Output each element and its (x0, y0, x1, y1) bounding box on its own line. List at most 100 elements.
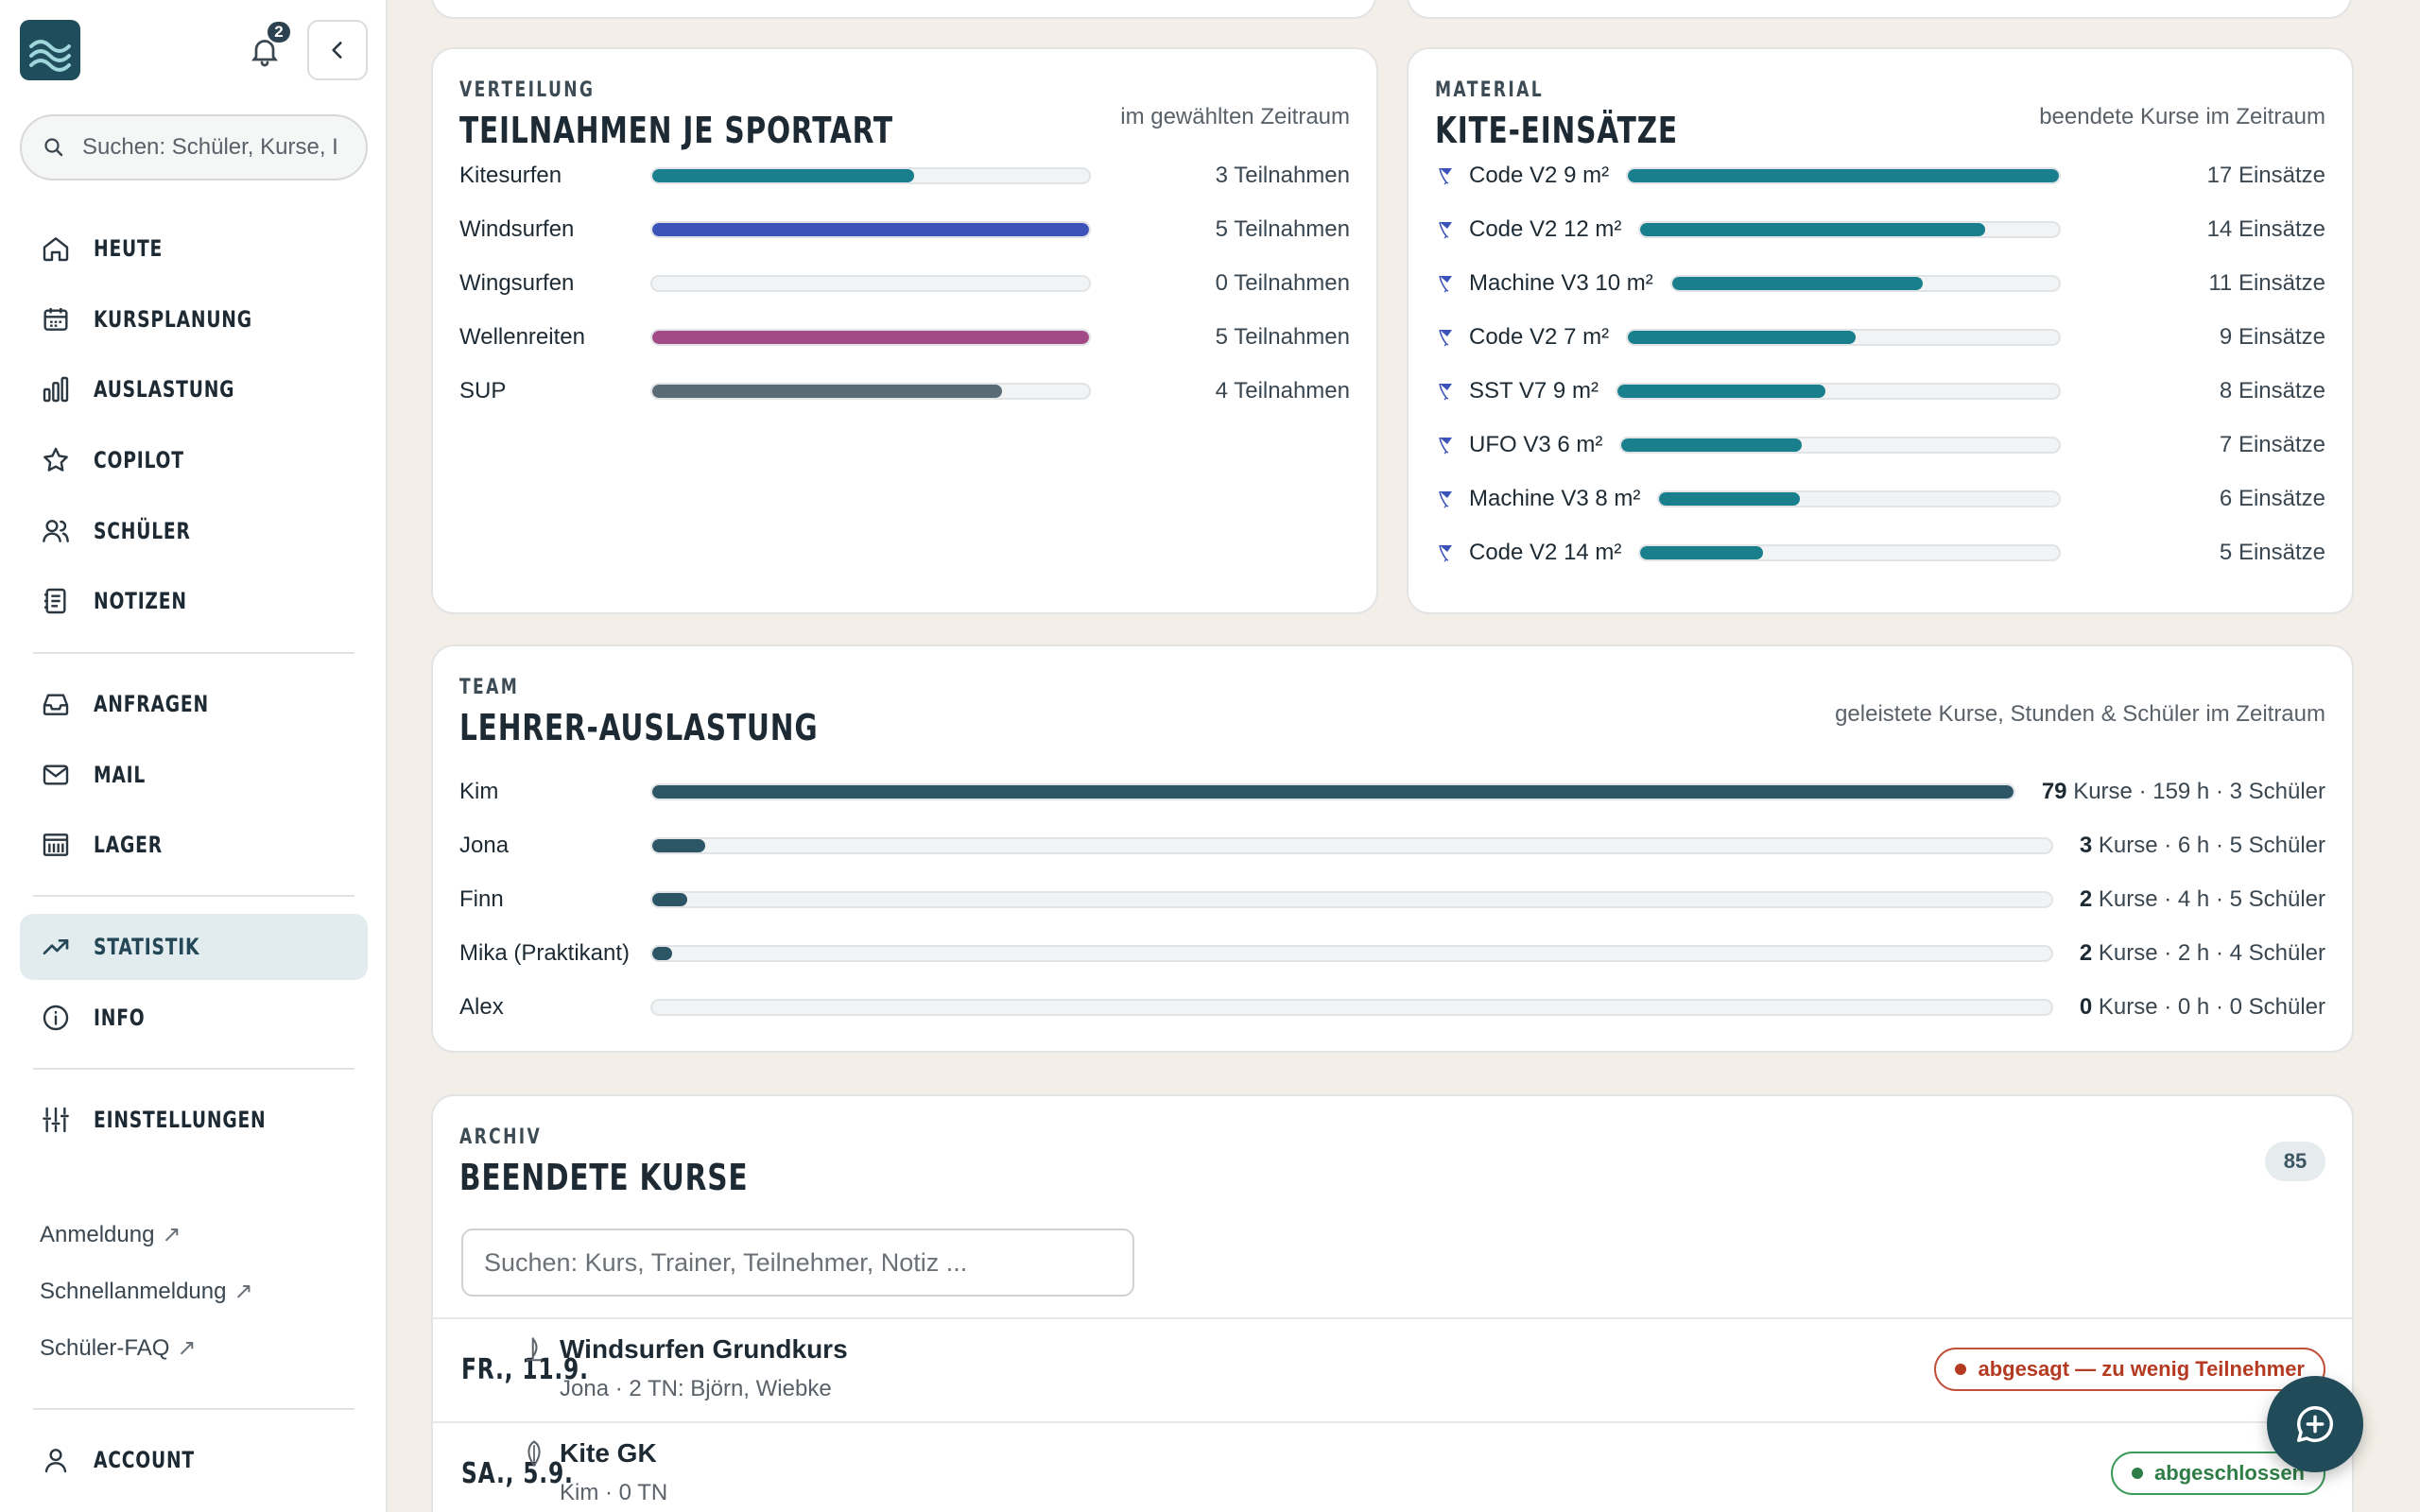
copilot-chat-button[interactable] (2267, 1376, 2363, 1472)
kite-bar (1659, 492, 1801, 506)
sport-value: 5 Teilnahmen (1215, 324, 1350, 350)
status-dot (1955, 1364, 1967, 1375)
nav-divider (33, 895, 354, 897)
link-schnellanmeldung[interactable]: Schnellanmeldung ↗ (40, 1278, 253, 1305)
card-subtitle: im gewählten Zeitraum (1120, 104, 1350, 129)
kite-bar-track (1670, 275, 2061, 292)
nav-item-einstellungen[interactable]: EINSTELLUNGEN (20, 1087, 368, 1153)
global-search-input[interactable] (82, 134, 356, 161)
course-title: Kite GK (560, 1438, 657, 1468)
nav-label: KURSPLANUNG (94, 305, 252, 333)
teacher-stats-detail: Kurse · 6 h · 5 Schüler (2092, 833, 2325, 858)
kite-bar (1621, 438, 1802, 452)
kite-bar-track (1619, 437, 2061, 454)
teacher-stats-detail: Kurse · 4 h · 5 Schüler (2092, 886, 2325, 912)
course-meta: Jona · 2 TN: Björn, Wiebke (560, 1376, 832, 1401)
sport-label: Wellenreiten (459, 324, 585, 350)
notes-icon (39, 584, 73, 618)
kite-icon (1435, 488, 1458, 510)
kite-label: Machine V3 8 m² (1435, 486, 1640, 512)
status-text: abgesagt — zu wenig Teilnehmer (1978, 1357, 2305, 1381)
nav-item-anfragen[interactable]: ANFRAGEN (20, 671, 368, 737)
link-label: Schüler-FAQ (40, 1334, 170, 1361)
card-subtitle: geleistete Kurse, Stunden & Schüler im Z… (1835, 701, 2325, 727)
kite-label: Code V2 14 m² (1435, 540, 1621, 566)
sport-bar (652, 385, 1002, 398)
link-schueler-faq[interactable]: Schüler-FAQ ↗ (40, 1334, 197, 1362)
card-title: LEHRER-AUSLASTUNG (459, 707, 819, 748)
sport-bar (652, 169, 915, 182)
nav-divider (33, 1408, 354, 1410)
kite-name: Machine V3 8 m² (1469, 486, 1641, 511)
nav-item-notizen[interactable]: NOTIZEN (20, 568, 368, 634)
kite-name: Code V2 14 m² (1469, 540, 1622, 565)
kite-name: UFO V3 6 m² (1469, 432, 1603, 457)
course-date: Sa., 5.9. (461, 1457, 574, 1490)
global-search[interactable] (20, 114, 368, 180)
user-icon (39, 1443, 73, 1477)
search-icon (44, 138, 63, 157)
sport-bar-track (650, 383, 1091, 400)
nav-label: COPILOT (94, 446, 184, 473)
kite-value: 5 Einsätze (2219, 540, 2325, 565)
kite-bar-track (1626, 329, 2061, 346)
nav-item-statistik[interactable]: STATISTIK (20, 914, 368, 980)
nav-item-kursplanung[interactable]: KURSPLANUNG (20, 286, 368, 352)
nav-label: ACCOUNT (94, 1446, 195, 1473)
kite-name: Code V2 7 m² (1469, 324, 1610, 350)
kite-icon (1435, 164, 1458, 187)
link-anmeldung[interactable]: Anmeldung ↗ (40, 1221, 182, 1248)
link-label: Anmeldung (40, 1221, 155, 1247)
external-link-icon: ↗ (162, 1222, 182, 1247)
kite-bar (1640, 546, 1764, 559)
nav-item-auslastung[interactable]: AUSLASTUNG (20, 356, 368, 422)
course-row[interactable]: Fr., 11.9. Windsurfen Grundkurs Jona · 2… (433, 1317, 2352, 1421)
teacher-stats-detail: Kurse · 2 h · 4 Schüler (2092, 940, 2325, 966)
sport-bar-track (650, 167, 1091, 184)
teacher-course-count: 2 (2079, 886, 2093, 912)
card-eyebrow: TEAM (459, 676, 520, 699)
teacher-stats-detail: Kurse · 0 h · 0 Schüler (2092, 994, 2325, 1020)
sport-label: Kitesurfen (459, 163, 562, 188)
sport-bar (652, 331, 1089, 344)
teacher-bar-track (650, 945, 2053, 962)
kite-icon (1435, 380, 1458, 403)
kite-label: Code V2 9 m² (1435, 163, 1609, 189)
main-content: VERTEILUNG TEILNAHMEN JE SPORTART im gew… (389, 0, 2420, 1512)
kite-name: Code V2 9 m² (1469, 163, 1610, 188)
star-icon (39, 443, 73, 477)
inbox-icon (39, 687, 73, 721)
kite-bar-track (1616, 383, 2061, 400)
nav-divider (33, 652, 354, 654)
nav-item-info[interactable]: INFO (20, 985, 368, 1051)
kite-icon (527, 1440, 541, 1468)
sport-value: 5 Teilnahmen (1215, 216, 1350, 242)
nav-item-schueler[interactable]: SCHÜLER (20, 498, 368, 564)
kite-icon (1435, 218, 1458, 241)
notifications-badge: 2 (266, 20, 292, 44)
collapse-sidebar-button[interactable] (307, 20, 368, 80)
nav-label: HEUTE (94, 234, 164, 262)
course-row[interactable]: Sa., 5.9. Kite GK Kim · 0 TN abgeschloss… (433, 1421, 2352, 1512)
app-logo[interactable] (20, 20, 80, 80)
teacher-bar-track (650, 837, 2053, 854)
teacher-utilization-card: TEAM LEHRER-AUSLASTUNG geleistete Kurse,… (431, 644, 2354, 1053)
card-eyebrow: ARCHIV (459, 1125, 543, 1149)
teacher-course-count: 0 (2079, 994, 2093, 1020)
previous-card-right (1407, 0, 2352, 19)
nav-label: ANFRAGEN (94, 690, 209, 717)
teacher-stats: 2 Kurse · 2 h · 4 Schüler (2080, 940, 2325, 967)
teacher-stats: 2 Kurse · 4 h · 5 Schüler (2080, 886, 2325, 913)
notifications-bell-icon[interactable] (248, 34, 282, 68)
nav-item-lager[interactable]: LAGER (20, 812, 368, 878)
nav-label: EINSTELLUNGEN (94, 1106, 267, 1133)
nav-item-mail[interactable]: MAIL (20, 742, 368, 808)
nav-item-copilot[interactable]: COPILOT (20, 427, 368, 493)
sport-value: 4 Teilnahmen (1215, 378, 1350, 404)
archive-search-input[interactable] (461, 1228, 1134, 1297)
card-title: TEILNAHMEN JE SPORTART (459, 110, 893, 151)
sliders-icon (39, 1103, 73, 1137)
nav-item-account[interactable]: ACCOUNT (20, 1427, 368, 1493)
teacher-bar-track (650, 783, 2015, 800)
nav-item-heute[interactable]: HEUTE (20, 215, 368, 282)
